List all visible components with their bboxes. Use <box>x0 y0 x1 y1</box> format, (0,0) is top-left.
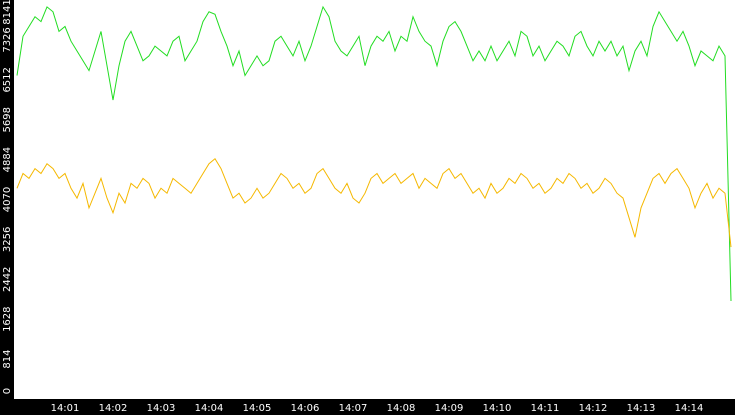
x-tick-label: 14:13 <box>627 403 656 414</box>
y-axis-strip <box>0 0 14 415</box>
y-tick-label: 6512 <box>2 67 13 92</box>
y-tick-label: 3256 <box>2 227 13 252</box>
y-tick-label: 0 <box>2 388 13 394</box>
y-tick-label: 8141 <box>2 0 13 25</box>
x-tick-label: 14:01 <box>51 403 80 414</box>
series-line <box>16 158 732 248</box>
x-tick-label: 14:09 <box>435 403 464 414</box>
y-tick-label: 1628 <box>2 306 13 331</box>
x-tick-label: 14:11 <box>531 403 560 414</box>
y-tick-label: 814 <box>2 350 13 369</box>
series-line <box>16 5 732 302</box>
y-tick-label: 4884 <box>2 147 13 172</box>
y-tick-label: 5698 <box>2 107 13 132</box>
x-tick-label: 14:10 <box>483 403 512 414</box>
x-tick-label: 14:07 <box>339 403 368 414</box>
x-tick-label: 14:06 <box>291 403 320 414</box>
x-tick-label: 14:03 <box>147 403 176 414</box>
y-tick-label: 4070 <box>2 187 13 212</box>
x-tick-label: 14:02 <box>99 403 128 414</box>
x-tick-label: 14:04 <box>195 403 224 414</box>
x-tick-label: 14:08 <box>387 403 416 414</box>
x-tick-label: 14:14 <box>675 403 704 414</box>
x-axis-strip <box>0 399 735 415</box>
x-tick-label: 14:12 <box>579 403 608 414</box>
y-tick-label: 7326 <box>2 27 13 52</box>
x-tick-label: 14:05 <box>243 403 272 414</box>
y-tick-label: 2442 <box>2 267 13 292</box>
